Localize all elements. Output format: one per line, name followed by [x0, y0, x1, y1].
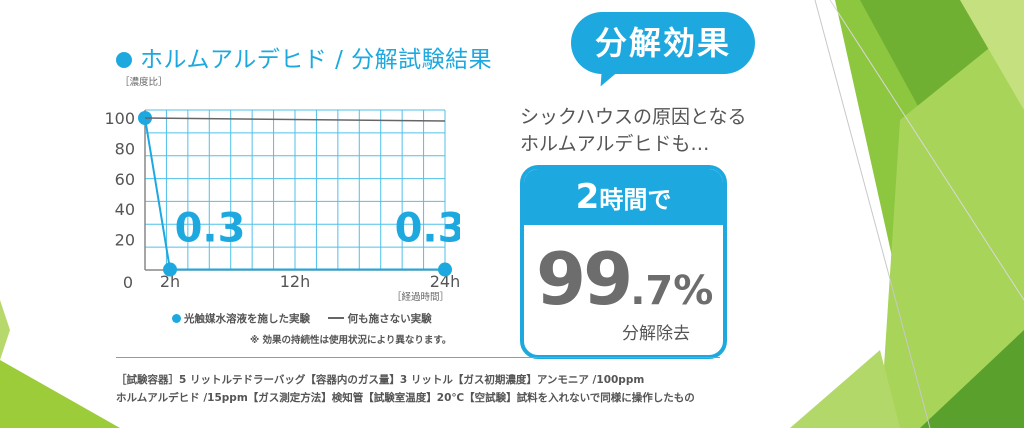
legend: 光触媒水溶液を施した実験 何も施さない実験: [172, 311, 432, 326]
result-value-small: .7%: [630, 268, 714, 314]
subtitle-line-2: ホルムアルデヒドも…: [520, 133, 710, 155]
green-shape-left: [0, 360, 120, 428]
subtitle-line-1: シックハウスの原因となる: [520, 106, 747, 128]
result-value: 99.7%: [536, 237, 713, 321]
series-treated-point: [438, 262, 452, 277]
title-dot-icon: [116, 52, 132, 68]
y-tick-label: 40: [115, 200, 135, 219]
green-shape-right-3: [880, 20, 1024, 428]
subtitle: シックハウスの原因となる ホルムアルデヒドも…: [520, 104, 750, 158]
result-caption: 分解除去: [622, 324, 690, 344]
series-untreated-line: [144, 117, 446, 122]
result-header: 2時間で: [524, 169, 723, 225]
x-axis-label: ［経過時間］: [392, 291, 449, 303]
data-label: 0.3: [395, 206, 460, 252]
y-tick-label: 80: [115, 139, 135, 158]
line-chart: ［濃度比］ ［経過時間］ 100 80 60 40 20 0 2h 12h 24h 0.3 0.3: [104, 76, 460, 303]
footnote: ※ 効果の持続性は使用状況により異なります。: [250, 335, 452, 346]
y-tick-label: 100: [104, 109, 135, 128]
chart-title-text: ホルムアルデヒド / 分解試験結果: [140, 47, 493, 73]
result-hours-text: 時間で: [599, 186, 672, 214]
x-tick-label: 12h: [280, 272, 311, 291]
x-tick-label: 2h: [160, 272, 180, 291]
legend-dot-icon: [172, 314, 181, 323]
legend-treated: 光触媒水溶液を施した実験: [184, 313, 310, 325]
green-shape-left-edge: [0, 300, 10, 360]
series-treated-point: [163, 262, 177, 277]
x-tick-label: 24h: [430, 272, 460, 291]
result-box: 2時間で 99.7% 分解除去: [520, 165, 727, 359]
chart-title: ホルムアルデヒド / 分解試験結果: [116, 40, 492, 74]
conditions-line-1: ［試験容器］5 リットルテドラーバッグ【容器内のガス量】3 リットル【ガス初期濃…: [116, 374, 645, 386]
y-tick-label: 20: [115, 231, 135, 250]
legend-untreated: 何も施さない実験: [347, 313, 432, 325]
result-value-big: 99: [536, 237, 633, 321]
green-shape-right-4: [920, 330, 1024, 428]
y-tick-label: 0: [123, 273, 133, 292]
deco-line-1: [814, 0, 931, 428]
test-conditions: ［試験容器］5 リットルテドラーバッグ【容器内のガス量】3 リットル【ガス初期濃…: [116, 371, 756, 407]
y-tick-label: 60: [115, 170, 135, 189]
divider: [116, 357, 720, 358]
speech-bubble: 分解効果: [571, 12, 755, 74]
green-shape-right-6: [790, 350, 900, 428]
conditions-line-2: ホルムアルデヒド /15ppm【ガス測定方法】検知管【試験室温度】20℃【空試験…: [116, 392, 695, 404]
legend-line-icon: [327, 317, 344, 319]
deco-line-2: [829, 0, 1024, 301]
y-axis-label: ［濃度比］: [120, 76, 168, 88]
data-label: 0.3: [175, 206, 246, 252]
result-hours: 2: [575, 177, 600, 217]
green-shape-right-5: [960, 0, 1024, 110]
